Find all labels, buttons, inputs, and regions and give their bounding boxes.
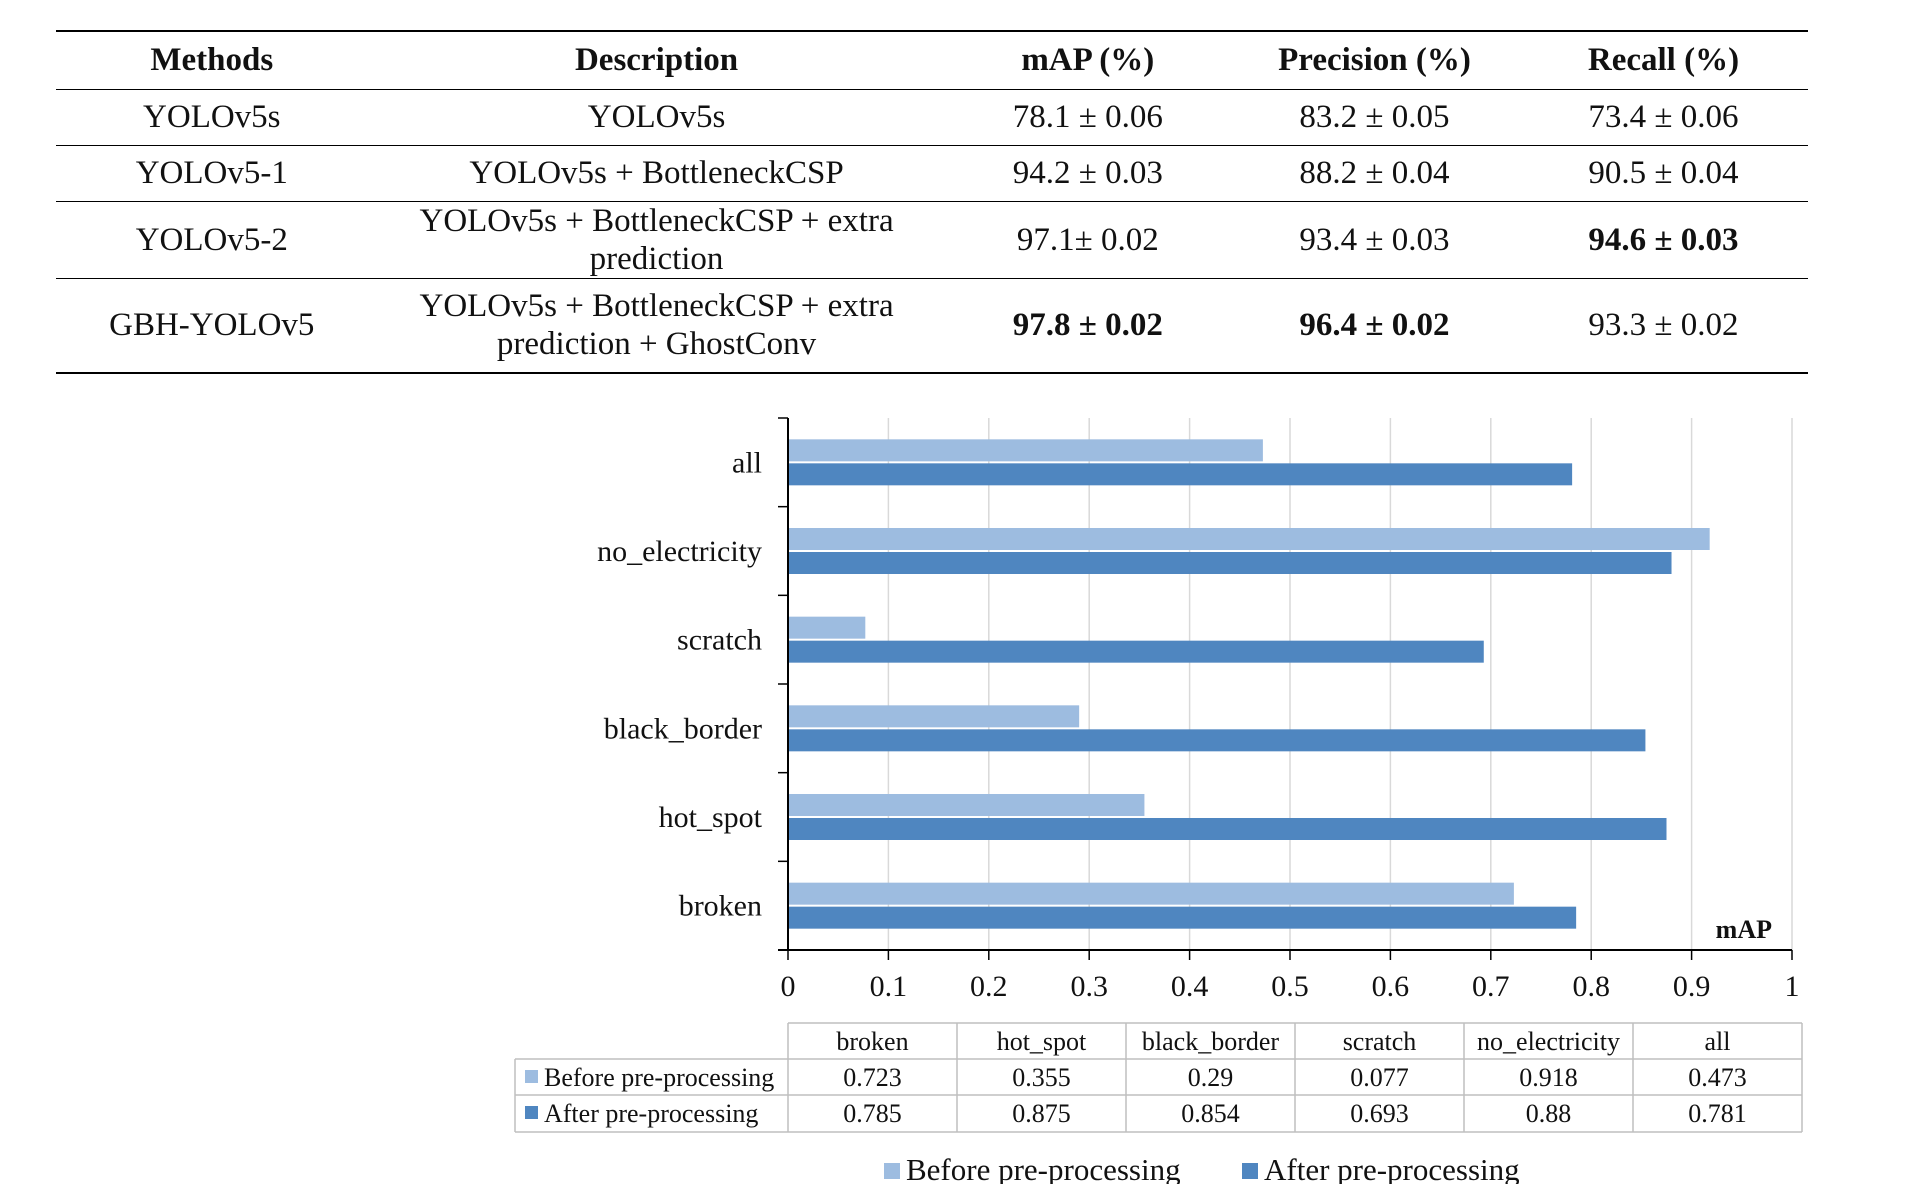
data-table-legend-key: [525, 1070, 538, 1083]
bar-after-scratch: [788, 640, 1484, 663]
data-table-value: 0.723: [843, 1063, 902, 1092]
recall-cell: 94.6 ± 0.03: [1588, 221, 1739, 258]
data-table-value: 0.854: [1181, 1099, 1240, 1128]
x-tick-label: 1: [1785, 970, 1800, 1003]
category-label: broken: [679, 890, 762, 923]
data-table-header: no_electricity: [1477, 1027, 1620, 1056]
x-tick-label: 0.6: [1372, 970, 1410, 1003]
legend-label: After pre-processing: [1264, 1152, 1520, 1184]
x-tick-label: 0.2: [970, 970, 1008, 1003]
bar-after-hot_spot: [788, 818, 1667, 840]
header-precision: Precision (%): [1230, 30, 1519, 90]
data-table-value: 0.473: [1688, 1063, 1747, 1092]
data-table-value: 0.355: [1012, 1063, 1071, 1092]
data-table-value: 0.693: [1350, 1099, 1409, 1128]
x-tick-label: 0: [781, 970, 796, 1003]
description-cell: YOLOv5s + BottleneckCSP + extra predicti…: [368, 278, 946, 373]
table-row: YOLOv5-2 YOLOv5s + BottleneckCSP + extra…: [56, 201, 1808, 278]
header-map: mAP (%): [945, 30, 1230, 90]
x-tick-label: 0.5: [1271, 970, 1309, 1003]
description-cell: YOLOv5s: [587, 99, 726, 135]
description-line: prediction + GhostConv: [496, 326, 817, 363]
bar-before-hot_spot: [788, 794, 1145, 816]
bar-before-broken: [788, 882, 1514, 905]
data-table-value: 0.077: [1350, 1063, 1409, 1092]
method-cell: YOLOv5-2: [135, 221, 288, 258]
bar-after-black_border: [788, 729, 1646, 752]
legend-label: Before pre-processing: [906, 1152, 1181, 1184]
method-cell: YOLOv5-1: [135, 155, 288, 191]
header-description: Description: [367, 30, 946, 90]
map-cell: 78.1 ± 0.06: [1012, 99, 1163, 135]
x-tick-label: 0.3: [1070, 970, 1108, 1003]
bar-after-no_electricity: [788, 552, 1672, 574]
bar-after-broken: [788, 906, 1577, 929]
data-table-value: 0.918: [1519, 1063, 1578, 1092]
precision-cell: 83.2 ± 0.05: [1299, 99, 1450, 135]
data-table-value: 0.785: [843, 1099, 902, 1128]
bar-after-all: [788, 463, 1573, 486]
legend: Before pre-processing After pre-processin…: [884, 1152, 1520, 1184]
legend-swatch-before: [884, 1163, 900, 1179]
x-tick-label: 0.7: [1472, 970, 1510, 1003]
bar-before-no_electricity: [788, 528, 1710, 550]
category-label: scratch: [677, 624, 762, 657]
bar-before-scratch: [788, 616, 866, 639]
legend-swatch-after: [1242, 1163, 1258, 1179]
data-table-header: black_border: [1142, 1027, 1280, 1056]
tick-labels: 0 0.1 0.2 0.3 0.4 0.5 0.6 0.7 0.8 0.9 1 mAP: [781, 915, 1800, 1003]
results-table: Methods Description mAP (%) Precision (%…: [56, 30, 1808, 374]
data-table-series-name: After pre-processing: [544, 1099, 758, 1128]
data-table-header: all: [1705, 1027, 1731, 1056]
description-cell: YOLOv5s + BottleneckCSP + extra predicti…: [419, 202, 894, 277]
description-line: YOLOv5s + BottleneckCSP + extra: [419, 288, 894, 325]
precision-cell: 93.4 ± 0.03: [1299, 221, 1450, 258]
table-header-row: Methods Description mAP (%) Precision (%…: [56, 30, 1808, 90]
category-label: hot_spot: [659, 801, 763, 834]
x-tick-label: 0.8: [1572, 970, 1610, 1003]
data-table-value: 0.875: [1012, 1099, 1071, 1128]
data-table-legend-key: [525, 1106, 538, 1119]
table-row: YOLOv5-1 YOLOv5s + BottleneckCSP 94.2 ± …: [56, 145, 1808, 201]
bar-before-black_border: [788, 705, 1080, 728]
axes: [778, 417, 1793, 960]
value-axis-label: mAP: [1716, 915, 1772, 944]
map-cell: 94.2 ± 0.03: [1012, 155, 1163, 191]
data-table-series-name: Before pre-processing: [544, 1063, 774, 1092]
method-cell: GBH-YOLOv5: [109, 307, 315, 344]
description-cell: YOLOv5s + BottleneckCSP: [469, 155, 844, 191]
x-tick-label: 0.4: [1171, 970, 1209, 1003]
data-table-header: broken: [836, 1027, 908, 1056]
table-row: YOLOv5s YOLOv5s 78.1 ± 0.06 83.2 ± 0.05 …: [56, 89, 1808, 145]
map-cell: 97.1± 0.02: [1016, 221, 1159, 258]
grid-lines: [887, 418, 1793, 950]
x-tick-label: 0.9: [1673, 970, 1711, 1003]
precision-cell: 88.2 ± 0.04: [1299, 155, 1450, 191]
precision-cell: 96.4 ± 0.02: [1299, 307, 1450, 344]
method-cell: YOLOv5s: [143, 99, 281, 135]
bar-before-all: [788, 439, 1263, 462]
category-label: all: [732, 446, 762, 479]
category-labels: broken hot_spot black_border scratch no_elec…: [597, 446, 763, 922]
map-cell: 97.8 ± 0.02: [1012, 307, 1163, 344]
category-label: black_border: [604, 712, 762, 745]
recall-cell: 93.3 ± 0.02: [1588, 307, 1739, 344]
data-table-value: 0.781: [1688, 1099, 1747, 1128]
data-table-header: scratch: [1343, 1027, 1417, 1056]
data-table-value: 0.29: [1188, 1063, 1234, 1092]
header-methods: Methods: [56, 30, 368, 90]
table-row: GBH-YOLOv5 YOLOv5s + BottleneckCSP + ext…: [56, 278, 1808, 373]
recall-cell: 73.4 ± 0.06: [1588, 99, 1739, 135]
data-table: broken hot_spot black_border scratch no_elec…: [514, 1022, 1803, 1133]
data-table-value: 0.88: [1526, 1099, 1572, 1128]
header-recall: Recall (%): [1518, 30, 1808, 90]
bars: [788, 439, 1710, 929]
data-table-header: hot_spot: [997, 1027, 1087, 1056]
recall-cell: 90.5 ± 0.04: [1588, 155, 1739, 191]
category-label: no_electricity: [597, 535, 762, 568]
x-tick-label: 0.1: [870, 970, 908, 1003]
